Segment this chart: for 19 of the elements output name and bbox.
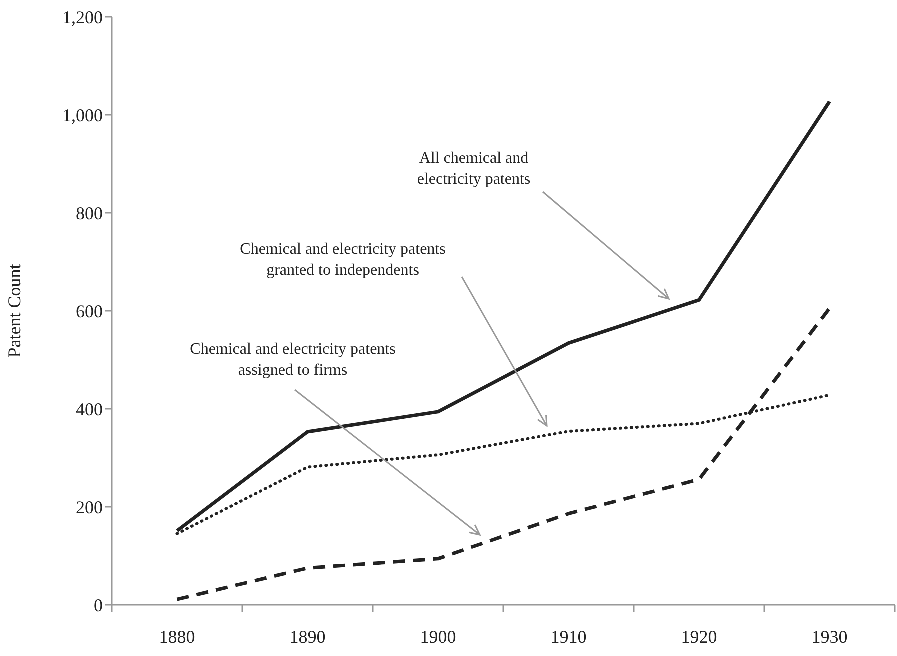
annotation: Chemical and electricity patents assigned to firms bbox=[190, 341, 396, 379]
x-tick-label: 1880 bbox=[159, 627, 196, 647]
y-tick-label: 200 bbox=[76, 497, 103, 518]
x-tick-label: 1900 bbox=[420, 627, 456, 647]
x-tick-label: 1920 bbox=[681, 627, 718, 647]
line-series bbox=[176, 306, 832, 602]
annotation: All chemical and electricity patents bbox=[417, 150, 531, 188]
x-tick-label: 1910 bbox=[550, 627, 587, 647]
y-tick-label: 0 bbox=[94, 595, 103, 616]
y-tick-label: 1,000 bbox=[62, 105, 103, 126]
x-tick-label: 1930 bbox=[812, 627, 848, 647]
y-tick-label: 600 bbox=[76, 301, 103, 322]
y-tick-label: 400 bbox=[76, 399, 103, 420]
y-axis-title: Patent Count bbox=[4, 264, 24, 358]
line-series bbox=[176, 100, 832, 533]
annotation: Chemical and electricity patents granted to independents bbox=[240, 241, 446, 279]
x-tick-label: 1890 bbox=[290, 627, 326, 647]
y-tick-label: 1,200 bbox=[62, 7, 103, 28]
y-tick-label: 800 bbox=[76, 203, 103, 224]
